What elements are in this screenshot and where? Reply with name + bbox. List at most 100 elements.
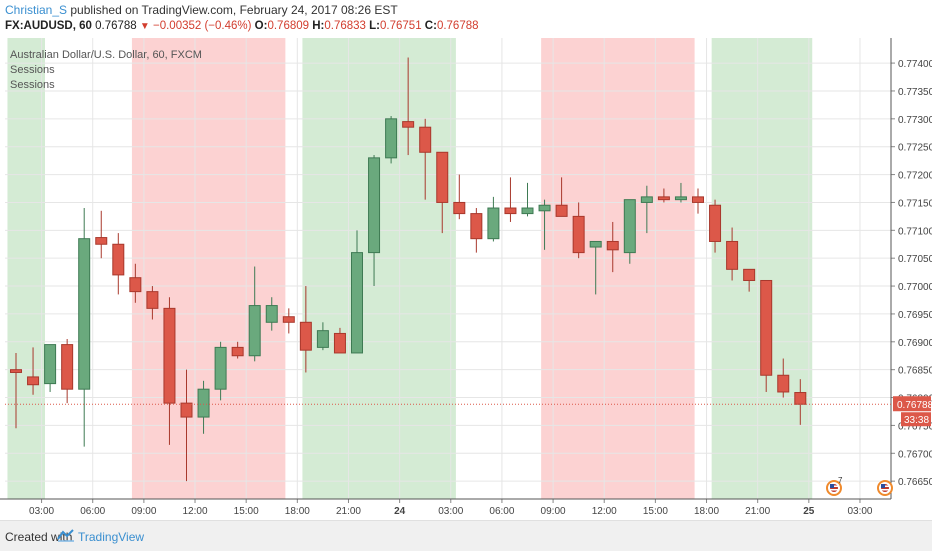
time-tick-label: 06:00	[80, 506, 105, 517]
candle-body	[282, 316, 295, 323]
candle-body	[692, 196, 704, 203]
time-tick-label: 12:00	[592, 506, 617, 517]
candle-body	[760, 279, 773, 376]
legend-study-1[interactable]: Sessions	[10, 64, 55, 76]
time-tick-label: 09:00	[541, 506, 566, 517]
candle-body	[521, 207, 534, 215]
candle-body	[419, 126, 432, 153]
time-tick-label: 25	[803, 506, 815, 517]
high-value: 0.76833	[324, 20, 366, 32]
session-band	[302, 38, 456, 499]
candle-body	[248, 305, 261, 357]
candle-body	[10, 369, 22, 373]
candle-body	[265, 305, 278, 323]
author-link[interactable]: Christian_S	[5, 3, 68, 17]
candle-body	[589, 240, 602, 248]
time-tick-label: 21:00	[745, 506, 770, 517]
ohlc-line: FX:AUDUSD, 60 0.76788 ▼ −0.00352 (−0.46%…	[5, 20, 479, 32]
low-label: L:	[369, 20, 381, 32]
candle-body	[555, 204, 568, 217]
close-label: C:	[424, 20, 437, 32]
publish-info: published on TradingView.com, February 2…	[70, 3, 398, 17]
candle-body	[197, 388, 210, 418]
candle-body	[27, 376, 40, 386]
price-tick-label: 0.77000	[898, 282, 932, 293]
time-tick-label: 18:00	[694, 506, 719, 517]
candle-body	[44, 344, 57, 385]
candle-body	[743, 268, 756, 281]
us-flag-event-icon[interactable]	[877, 480, 893, 496]
time-tick-label: 09:00	[131, 506, 156, 517]
candle-body	[674, 196, 687, 201]
candle-body	[606, 240, 619, 251]
candle-body	[436, 151, 449, 203]
candle-body	[214, 346, 227, 390]
countdown-label: 33:38	[904, 415, 929, 426]
price-tick-label: 0.77250	[898, 143, 932, 154]
candle-body	[95, 237, 108, 245]
session-band	[131, 38, 286, 499]
time-tick-label: 03:00	[438, 506, 463, 517]
time-tick-label: 15:00	[234, 506, 259, 517]
candle-body	[351, 252, 363, 354]
candlestick-chart[interactable]: 0.77400 0.77350 0.77300 0.77250 0.77200 0.771…	[0, 38, 932, 520]
last-price-label: 0.76788	[897, 400, 932, 411]
candle-body	[726, 240, 739, 270]
session-band	[7, 38, 45, 499]
symbol-label: FX:AUDUSD, 60	[5, 20, 92, 32]
footer-bar: Created with TradingView	[0, 520, 932, 551]
price-tick-label: 0.76650	[898, 477, 932, 488]
candle-body	[453, 201, 466, 215]
chart-legend: Australian Dollar/U.S. Dollar, 60, FXCM …	[10, 48, 202, 93]
candle-body	[78, 238, 91, 390]
time-tick-label: 06:00	[489, 506, 514, 517]
session-band	[541, 38, 695, 499]
candle-body	[504, 207, 517, 215]
candle-body	[61, 344, 74, 390]
candle-body	[538, 204, 551, 212]
created-with-label: Created with	[5, 530, 73, 544]
candle-body	[231, 346, 244, 357]
time-tick-label: 03:00	[847, 506, 872, 517]
price-tick-label: 0.77400	[898, 59, 932, 70]
time-tick-label: 18:00	[285, 506, 310, 517]
candle-body	[333, 332, 346, 354]
price-tick-label: 0.77100	[898, 226, 932, 237]
price-tick-label: 0.77200	[898, 171, 932, 182]
candle-body	[709, 204, 722, 242]
candle-body	[794, 392, 807, 405]
legend-title: Australian Dollar/U.S. Dollar, 60, FXCM	[10, 49, 202, 61]
legend-study-2[interactable]: Sessions	[10, 79, 55, 91]
candle-body	[163, 307, 176, 404]
candle-body	[572, 215, 585, 254]
change-value: −0.00352 (−0.46%)	[153, 20, 252, 32]
candle-body	[777, 374, 790, 393]
candle-body	[402, 121, 415, 128]
open-label: O:	[254, 20, 268, 32]
candle-body	[623, 199, 636, 254]
close-value: 0.76788	[436, 20, 479, 32]
candle-body	[657, 196, 670, 201]
candle-body	[129, 277, 142, 293]
price-tick-label: 0.77300	[898, 115, 932, 126]
event-count: 7	[838, 476, 843, 485]
price-tick-label: 0.76850	[898, 366, 932, 377]
time-tick-label: 12:00	[183, 506, 208, 517]
price-tick-label: 0.77150	[898, 198, 932, 209]
publish-line: Christian_S published on TradingView.com…	[5, 3, 398, 17]
price-tick-label: 0.76900	[898, 338, 932, 349]
last-price-value: 0.76788	[95, 20, 137, 32]
time-tick-label: 15:00	[643, 506, 668, 517]
candle-body	[470, 213, 483, 240]
candle-body	[146, 291, 159, 309]
candle-body	[385, 118, 398, 159]
tradingview-brand-link[interactable]: TradingView	[78, 530, 145, 544]
candle-body	[316, 330, 329, 348]
time-tick-label: 03:00	[29, 506, 54, 517]
price-tick-label: 0.76950	[898, 310, 932, 321]
candle-body	[640, 196, 653, 203]
us-flag-event-icon[interactable]	[826, 480, 842, 496]
countdown-tag	[901, 412, 931, 427]
high-label: H:	[312, 20, 325, 32]
candle-body	[180, 402, 193, 418]
